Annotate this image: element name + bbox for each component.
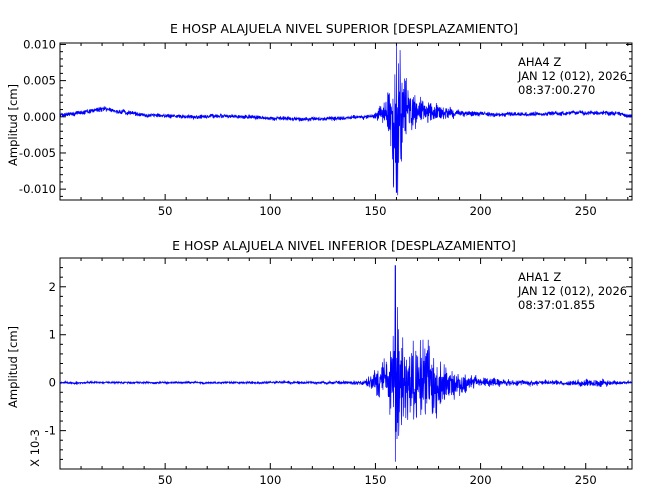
x-tick-label: 200 [470,204,492,218]
x-tick-label: 100 [259,204,281,218]
annotation-station: AHA4 Z [518,55,561,69]
annotation-date: JAN 12 (012), 2026 [517,284,627,298]
x-tick-label: 200 [470,473,492,487]
x-tick-label: 150 [364,204,386,218]
plot-frame [59,257,633,470]
y-axis-label: Amplitud [cm] [6,84,20,166]
y-tick-label: 0.005 [23,74,56,88]
x-tick-label: 50 [158,204,173,218]
y-tick-label: 1 [49,328,56,342]
y-tick-label: -0.005 [19,146,56,160]
waveform-trace [59,44,633,196]
annotation-time: 08:37:01.855 [518,298,595,312]
y-tick-label: -1 [45,424,56,438]
y-tick-label: 0 [49,376,56,390]
plot-frame [59,42,633,201]
y-tick-label: 2 [49,280,56,294]
x-tick-label: 50 [158,473,173,487]
y-tick-label: 0.000 [23,110,56,124]
axis-ticks: 50 100 150 200 250 0.010 0.005 0.000 -0.005 -0.01… [19,37,632,218]
annotation-station: AHA1 Z [518,270,561,284]
y-tick-label: 0.010 [23,37,56,51]
y-axis-label: Amplitud [cm] [6,326,20,408]
trace-line [59,44,633,196]
chart-title: E HOSP ALAJUELA NIVEL INFERIOR [DESPLAZA… [172,238,516,253]
x-tick-label: 250 [575,204,597,218]
lower-level-panel: E HOSP ALAJUELA NIVEL INFERIOR [DESPLAZA… [6,238,633,487]
trace-annotation: AHA1 Z JAN 12 (012), 2026 08:37:01.855 [517,270,627,312]
annotation-date: JAN 12 (012), 2026 [517,69,627,83]
y-tick-label: -0.010 [19,182,56,196]
x-tick-label: 100 [259,473,281,487]
chart-title: E HOSP ALAJUELA NIVEL SUPERIOR [DESPLAZA… [170,21,518,36]
x-tick-label: 150 [364,473,386,487]
upper-level-panel: E HOSP ALAJUELA NIVEL SUPERIOR [DESPLAZA… [6,21,633,218]
trace-annotation: AHA4 Z JAN 12 (012), 2026 08:37:00.270 [517,55,627,97]
x-tick-label: 250 [575,473,597,487]
y-axis-scale-note: X 10-3 [28,429,42,467]
waveform-trace [59,265,633,462]
annotation-time: 08:37:00.270 [518,83,595,97]
trace-line [59,265,633,462]
